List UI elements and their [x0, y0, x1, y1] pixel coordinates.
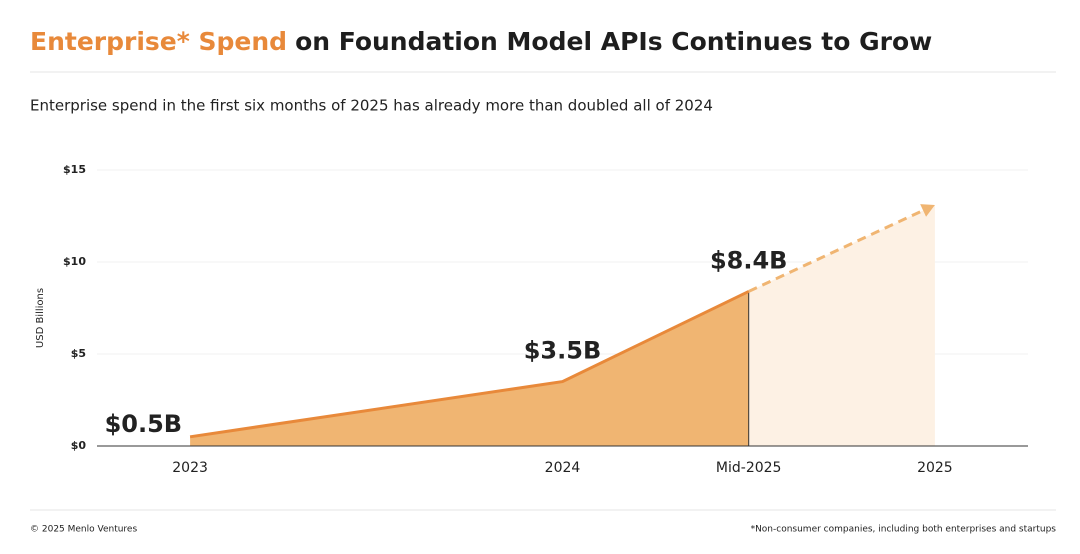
projection-area — [748, 204, 935, 446]
title-rest: on Foundation Model APIs Continues to Gr… — [295, 27, 932, 56]
projection-line — [748, 207, 927, 293]
arrowhead — [920, 204, 935, 217]
x-tick-label: 2023 — [172, 460, 208, 476]
x-tick-label: 2024 — [545, 460, 581, 476]
footnote: *Non-consumer companies, including both … — [751, 525, 1057, 535]
x-tick-label: Mid-2025 — [716, 460, 782, 476]
source: © 2025 Menlo Ventures — [30, 525, 137, 535]
subtitle: Enterprise spend in the first six months… — [30, 97, 713, 115]
y-tick-label: $10 — [63, 255, 86, 268]
x-tick-label: 2025 — [917, 460, 953, 476]
y-tick-label: $0 — [71, 439, 87, 452]
y-tick-label: $15 — [63, 163, 86, 176]
y-axis-label: USD Billions — [35, 288, 46, 348]
title-highlight: Enterprise* Spend — [30, 27, 287, 56]
line — [189, 290, 750, 439]
area — [190, 291, 749, 446]
value-label: $3.5B — [524, 337, 602, 365]
value-label: $8.4B — [710, 246, 788, 274]
value-label: $0.5B — [105, 410, 183, 438]
y-tick-label: $5 — [71, 347, 86, 360]
chart-title: Enterprise* Spend on Foundation Model API… — [30, 27, 932, 56]
